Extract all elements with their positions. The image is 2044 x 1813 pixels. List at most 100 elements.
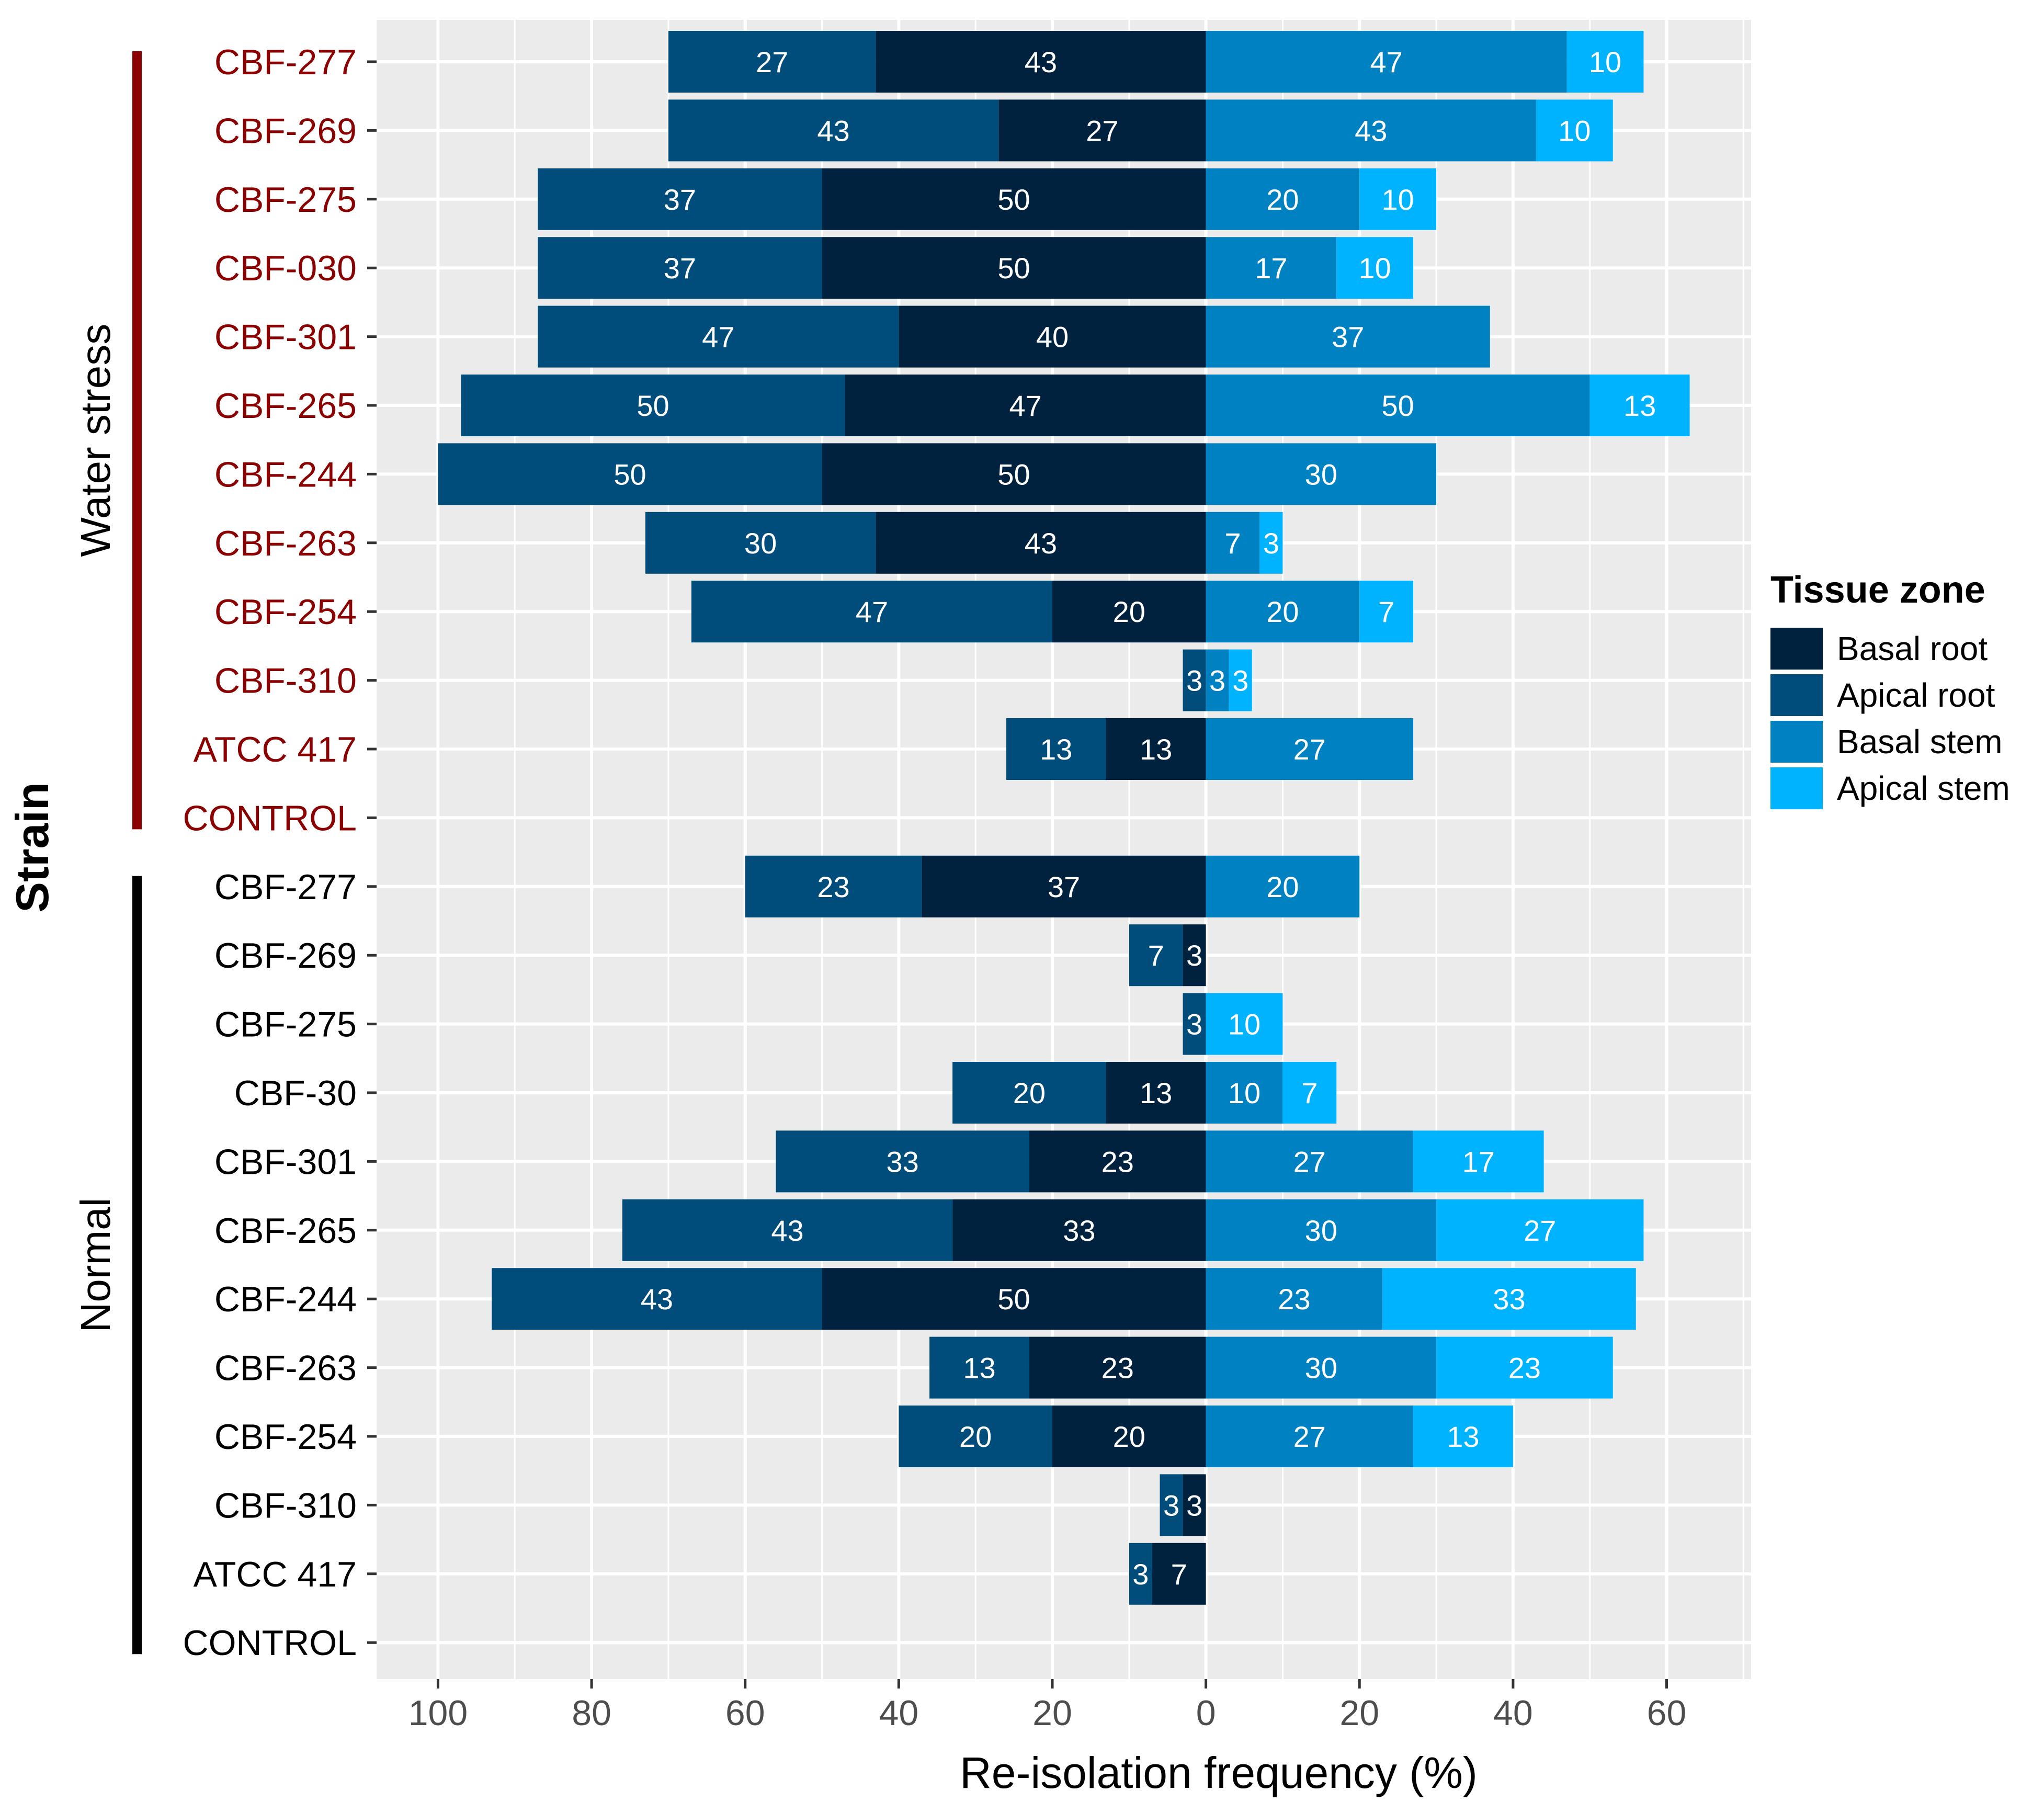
bar-value-label: 7 (1301, 1077, 1318, 1109)
bar-value-label: 47 (856, 595, 888, 628)
bar-apical-root (899, 1406, 1052, 1467)
y-tick-label: CBF-263 (214, 1349, 357, 1388)
y-tick-label: CBF-265 (214, 1211, 357, 1251)
bar-apical-root (1129, 1543, 1152, 1605)
y-tick-label: CBF-244 (214, 455, 357, 494)
bar-apical-root (538, 237, 822, 299)
bar-value-label: 3 (1232, 664, 1248, 697)
bar-basal-root (822, 443, 1206, 505)
legend-title: Tissue zone (1770, 569, 1985, 611)
y-axis: CBF-277 CBF-269 CBF-275 CBF-030 CBF-301 CBF-2… (183, 42, 377, 1663)
x-tick-label: 60 (725, 1693, 765, 1733)
bar-basal-root (998, 99, 1206, 162)
bar-value-label: 13 (1040, 733, 1072, 766)
bar-value-label: 20 (1013, 1077, 1046, 1109)
bar-apical-root (461, 375, 845, 436)
bar-value-label: 20 (959, 1420, 992, 1453)
bar-basal-root (822, 168, 1206, 230)
group-label: Water stress (72, 324, 119, 557)
bar-basal-root (1106, 1062, 1206, 1124)
bar-value-label: 27 (1293, 1420, 1326, 1453)
bar-value-label: 20 (1266, 870, 1299, 903)
bar-basal-stem (1206, 237, 1337, 299)
bar-basal-stem (1206, 649, 1229, 711)
bar-basal-root (1152, 1543, 1206, 1605)
bar-basal-stem (1206, 1199, 1437, 1261)
bar-value-label: 50 (997, 252, 1030, 285)
bar-apical-root (1129, 924, 1183, 987)
group-annotations: Water stress Normal (72, 51, 142, 1655)
bar-basal-root (822, 1268, 1206, 1330)
bar-value-label: 7 (1171, 1558, 1187, 1591)
bar-basal-stem (1206, 443, 1437, 505)
y-tick-label: CBF-269 (214, 936, 357, 976)
bar-apical-root (538, 168, 822, 230)
bar-value-label: 43 (1025, 527, 1057, 560)
bar-value-label: 37 (1332, 321, 1364, 354)
x-tick-label: 100 (408, 1693, 468, 1733)
legend-swatch (1770, 628, 1823, 670)
bar-value-label: 50 (997, 1283, 1030, 1316)
bar-apical-stem (1382, 1268, 1636, 1330)
bar-value-label: 7 (1378, 595, 1394, 628)
bar-value-label: 43 (1355, 114, 1387, 147)
bar-value-label: 30 (1305, 458, 1337, 491)
bar-value-label: 3 (1263, 527, 1279, 560)
bar-value-label: 23 (817, 870, 849, 903)
bar-value-label: 10 (1228, 1077, 1261, 1109)
x-tick-label: 0 (1196, 1693, 1216, 1733)
bar-value-label: 50 (997, 458, 1030, 491)
legend-swatch (1770, 767, 1823, 809)
bar-value-label: 27 (1086, 114, 1118, 147)
bar-apical-stem (1413, 1130, 1544, 1193)
bar-basal-stem (1206, 855, 1360, 917)
y-tick-label: CBF-301 (214, 1142, 357, 1182)
bar-apical-stem (1259, 512, 1283, 574)
bar-basal-stem (1206, 718, 1414, 780)
bar-value-label: 27 (756, 46, 788, 78)
bar-value-label: 3 (1163, 1489, 1179, 1522)
y-tick-label: CBF-265 (214, 386, 357, 426)
bar-value-label: 37 (664, 252, 696, 285)
bar-value-label: 13 (963, 1352, 995, 1385)
bar-basal-root (1183, 1474, 1206, 1536)
bar-value-label: 17 (1255, 252, 1287, 285)
bar-basal-root (822, 237, 1206, 299)
bar-value-label: 23 (1508, 1352, 1541, 1385)
bar-value-label: 7 (1148, 939, 1164, 972)
bar-value-label: 20 (1113, 595, 1145, 628)
bar-apical-root (1183, 993, 1206, 1055)
bar-basal-stem (1206, 1062, 1283, 1124)
bar-basal-stem (1206, 1268, 1383, 1330)
bar-value-label: 43 (641, 1283, 673, 1316)
bar-apical-stem (1336, 237, 1414, 299)
bar-value-label: 10 (1558, 114, 1591, 147)
y-tick-label: ATCC 417 (194, 1555, 357, 1594)
bar-value-label: 20 (1266, 183, 1299, 216)
bar-basal-root (1052, 1406, 1206, 1467)
bar-value-label: 20 (1113, 1420, 1145, 1453)
bar-apical-stem (1413, 1406, 1513, 1467)
x-tick-label: 40 (1493, 1693, 1533, 1733)
bar-apical-stem (1359, 581, 1414, 643)
y-tick-label: CBF-254 (214, 1417, 357, 1457)
bar-basal-root (1183, 924, 1206, 987)
bar-basal-root (952, 1199, 1206, 1261)
bar-value-label: 27 (1293, 1145, 1326, 1178)
bar-value-label: 10 (1358, 252, 1391, 285)
x-axis-title: Re-isolation frequency (%) (960, 1748, 1478, 1797)
bar-value-label: 23 (1102, 1145, 1134, 1178)
bar-value-label: 27 (1524, 1214, 1556, 1247)
bar-value-label: 43 (1025, 46, 1057, 78)
y-tick-label: CBF-277 (214, 867, 357, 907)
bar-apical-root (1183, 649, 1206, 711)
bar-value-label: 13 (1447, 1420, 1479, 1453)
bar-apical-root (645, 512, 876, 574)
y-tick-label: CBF-275 (214, 1005, 357, 1045)
bar-apical-root (622, 1199, 953, 1261)
bar-value-label: 37 (1048, 870, 1080, 903)
bar-value-label: 50 (1381, 389, 1414, 422)
bar-value-label: 40 (1036, 321, 1069, 354)
bar-segments (438, 31, 1690, 1605)
